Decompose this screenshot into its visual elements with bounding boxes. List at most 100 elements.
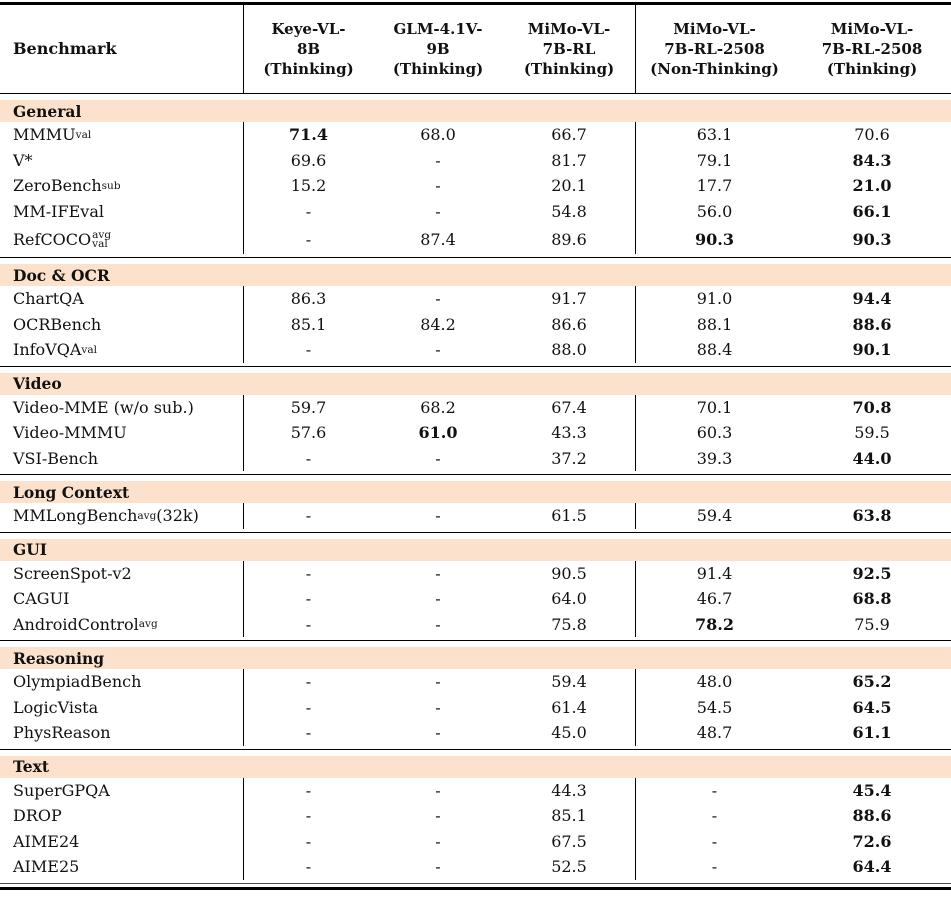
header-line: 7B-RL-2508 (664, 39, 765, 58)
benchmark-label-androidcontrol: AndroidControl avg (13, 614, 158, 634)
benchmark-label-infovqa-val: InfoVQA val (13, 340, 97, 360)
value-cell: 78.2 (635, 611, 793, 637)
table-row-olympiadbench: OlympiadBench - - 59.4 48.0 65.2 (0, 669, 951, 695)
value-cell: - (435, 806, 441, 826)
value-cell: - (243, 445, 373, 471)
value-cell: - (243, 560, 373, 586)
value-cell: 44.3 (551, 780, 587, 800)
header-benchmark: Benchmark (13, 39, 117, 59)
header-line: 8B (296, 39, 321, 58)
value-cell: 59.7 (243, 394, 373, 420)
value-cell: 88.1 (635, 311, 793, 337)
benchmark-name-text: V* (13, 150, 33, 170)
value-cell: 84.2 (420, 314, 456, 334)
section-title: Video (13, 374, 62, 393)
value-cell: 90.3 (635, 224, 793, 254)
value-cell: - (243, 854, 373, 880)
value-cell: - (435, 723, 441, 743)
value-cell: 65.2 (852, 672, 892, 692)
section-rule (0, 748, 951, 750)
benchmark-name-text: OlympiadBench (13, 672, 142, 692)
value-cell: - (635, 854, 793, 880)
value-cell: 67.5 (551, 831, 587, 851)
benchmark-label-aime24: AIME24 (0, 829, 243, 855)
benchmark-label-screenspot-v2: ScreenSpot-v2 (0, 561, 243, 587)
header-rule (0, 93, 951, 94)
benchmark-name-text: AIME24 (13, 831, 80, 851)
section-band-text: Text (0, 755, 951, 778)
value-cell: 92.5 (852, 563, 892, 583)
table-row-video-mmmu: Video-MMMU 57.6 61.0 43.3 60.3 59.5 (0, 420, 951, 446)
value-cell: 63.1 (635, 122, 793, 148)
value-cell: 57.6 (243, 420, 373, 446)
value-cell: - (435, 697, 441, 717)
header-line: MiMo-VL- (527, 19, 611, 38)
value-cell: 59.4 (635, 503, 793, 529)
value-cell: - (243, 777, 373, 803)
value-cell: 69.6 (243, 147, 373, 173)
value-cell: 88.6 (852, 314, 892, 334)
benchmark-name-text: ScreenSpot-v2 (13, 563, 132, 583)
benchmark-label-supergpqa: SuperGPQA (0, 778, 243, 804)
section-band-general: General (0, 100, 951, 122)
benchmark-label-aime25: AIME25 (0, 854, 243, 880)
value-cell: 43.3 (551, 423, 587, 443)
section-title: Long Context (13, 482, 130, 502)
benchmark-name-text: ChartQA (13, 289, 84, 309)
value-cell: 52.5 (551, 857, 587, 877)
value-cell: 59.4 (551, 672, 587, 692)
bottom-rule (0, 886, 951, 890)
value-cell: 70.6 (854, 125, 890, 145)
value-cell: 39.3 (635, 445, 793, 471)
table-row-vsi-bench: VSI-Bench - - 37.2 39.3 44.0 (0, 445, 951, 472)
value-cell: 90.3 (852, 229, 892, 249)
value-cell: 71.4 (243, 122, 373, 148)
table-row-drop: DROP - - 85.1 - 88.6 (0, 803, 951, 829)
benchmark-name-text: Video-MMMU (13, 423, 127, 443)
value-cell: - (635, 777, 793, 803)
header-line: MiMo-VL- (830, 19, 914, 38)
value-cell: 59.5 (854, 423, 890, 443)
value-cell: - (243, 669, 373, 695)
benchmark-label-drop: DROP (0, 803, 243, 829)
section-band-gui: GUI (0, 538, 951, 561)
header-line: (Thinking) (392, 60, 484, 79)
value-cell: 68.0 (420, 125, 456, 145)
table-row-supergpqa: SuperGPQA - - 44.3 - 45.4 (0, 777, 951, 804)
table-row-screenspot-v2: ScreenSpot-v2 - - 90.5 91.4 92.5 (0, 560, 951, 587)
table-row-mmmu-val: MMMU val 71.4 68.0 66.7 63.1 70.6 (0, 122, 951, 148)
table-header-row: Benchmark Keye-VL- 8B (Thinking) GLM-4.1V- 9… (0, 5, 951, 93)
value-cell: - (435, 176, 441, 196)
value-cell: 90.5 (551, 563, 587, 583)
table-row-aime25: AIME25 - - 52.5 - 64.4 (0, 854, 951, 880)
value-cell: - (243, 337, 373, 363)
section-title: Text (13, 757, 50, 776)
value-cell: 81.7 (551, 150, 587, 170)
value-cell: - (243, 224, 373, 254)
header-model-col-4: MiMo-VL- 7B-RL-2508 (Non-Thinking) (635, 5, 793, 93)
benchmark-superscript: avg (92, 229, 112, 241)
value-cell: 91.0 (635, 286, 793, 312)
header-line: 9B (426, 39, 450, 58)
value-cell: 88.4 (635, 337, 793, 363)
header-model-col-5: MiMo-VL- 7B-RL-2508 (Thinking) (793, 5, 951, 93)
section-title: General (13, 101, 82, 121)
table-row-v-star: V* 69.6 - 81.7 79.1 84.3 (0, 147, 951, 173)
value-cell: 86.3 (243, 286, 373, 312)
value-cell: 89.6 (551, 229, 587, 249)
value-cell: 85.1 (243, 311, 373, 337)
value-cell: 84.3 (852, 150, 892, 170)
benchmark-label-zerobench-sub: ZeroBench sub (13, 176, 121, 196)
benchmark-label-vsi-bench: VSI-Bench (0, 446, 243, 472)
benchmark-name-text: (32k) (156, 506, 199, 526)
value-cell: - (243, 198, 373, 224)
benchmark-name-text: AIME25 (13, 857, 80, 877)
benchmark-label-mmlongbench: MMLongBench avg (32k) (13, 506, 199, 526)
value-cell: 87.4 (420, 229, 456, 249)
section-rule (0, 531, 951, 533)
value-cell: 21.0 (852, 176, 892, 196)
value-cell: - (435, 448, 441, 468)
table-row-mm-ifeval: MM-IFEval - - 54.8 56.0 66.1 (0, 198, 951, 224)
table-row-aime24: AIME24 - - 67.5 - 72.6 (0, 828, 951, 855)
benchmark-label-chartqa: ChartQA (0, 286, 243, 312)
